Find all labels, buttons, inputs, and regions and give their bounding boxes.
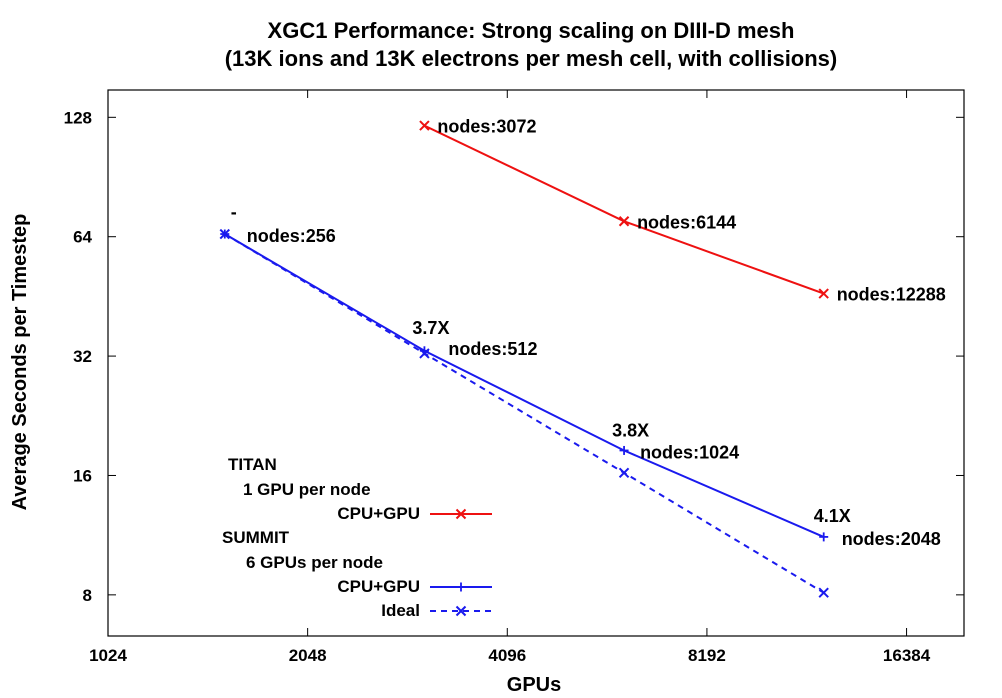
legend-entry-label-summit: CPU+GPU [337,577,420,596]
x-tick-label-16384: 16384 [883,646,931,665]
point-titan-cpu-gpu-2-stroke-b [818,288,829,299]
legend-entry-label-ideal: Ideal [381,601,420,620]
legend-group-subtitle-titan: 1 GPU per node [243,480,371,499]
label-titan-0: nodes:3072 [437,117,536,137]
point-ideal-0 [219,228,230,240]
x-tick-label-4096: 4096 [488,646,526,665]
point-ideal-2 [618,467,630,479]
legend-marker-ideal-stroke-b [455,605,467,617]
point-titan-cpu-gpu-1-stroke-b [618,216,630,227]
legend-key-titan-cpu-gpu [430,508,492,520]
y-tick-label-8: 8 [83,586,92,605]
point-labels: nodes:3072 nodes:6144 nodes:12288 nodes:256… [231,117,946,549]
series-line-summit-cpu-gpu [224,233,825,538]
x-tick-label-1024: 1024 [89,646,127,665]
y-axis: 8 16 32 64 128 [64,108,964,605]
y-tick-label-16: 16 [73,466,92,485]
plot-frame [107,89,965,637]
point-titan-cpu-gpu-0 [419,120,430,131]
label-titan-1: nodes:6144 [637,212,736,232]
legend-marker-ideal [455,605,467,617]
point-summit-cpu-gpu-3 [819,532,829,542]
label-summit-nodes-3: nodes:2048 [842,529,941,549]
label-summit-nodes-1: nodes:512 [448,339,537,359]
point-titan-cpu-gpu-0-stroke-b [419,120,430,131]
series-line-titan-cpu-gpu [423,124,825,295]
point-ideal-2-stroke-b [618,467,630,479]
chart-title: XGC1 Performance: Strong scaling on DIII… [268,18,795,43]
y-axis-title: Average Seconds per Timestep [9,214,31,511]
series-line-ideal [224,233,825,594]
label-summit-speedup-0: - [231,202,237,222]
x-axis-title: GPUs [507,674,561,696]
y-tick-label-128: 128 [64,108,92,127]
legend-group-subtitle-summit: 6 GPUs per node [246,553,383,572]
label-summit-speedup-3: 4.1X [814,506,851,526]
point-summit-cpu-gpu-2 [619,445,629,455]
point-ideal-3 [818,587,829,598]
legend-entry-label-titan: CPU+GPU [337,504,420,523]
point-ideal-3-stroke-b [818,587,829,598]
point-ideal-0-stroke-b [219,228,230,240]
x-axis: 1024 2048 4096 8192 16384 [89,90,931,665]
legend-key-summit-cpu-gpu [430,582,492,592]
legend-marker-summit-cpu-gpu [456,582,466,592]
x-tick-label-2048: 2048 [289,646,327,665]
chart-subtitle: (13K ions and 13K electrons per mesh cel… [225,46,838,71]
legend: TITAN 1 GPU per node CPU+GPU SUMMIT 6 GP… [222,455,492,620]
label-summit-speedup-1: 3.7X [412,318,449,338]
legend-group-title-titan: TITAN [228,455,277,474]
point-ideal-1-stroke-b [419,348,430,359]
legend-key-ideal [430,605,492,617]
series-layer [219,120,829,598]
x-tick-label-8192: 8192 [688,646,726,665]
y-tick-label-32: 32 [73,347,92,366]
legend-marker-titan-cpu-gpu-stroke-b [455,508,467,520]
point-titan-cpu-gpu-2 [818,288,829,299]
point-ideal-1 [419,348,430,359]
point-titan-cpu-gpu-1 [618,216,630,227]
y-tick-label-64: 64 [73,228,92,247]
label-titan-2: nodes:12288 [837,285,946,305]
legend-group-title-summit: SUMMIT [222,528,290,547]
label-summit-nodes-0: nodes:256 [247,226,336,246]
legend-marker-titan-cpu-gpu [455,508,467,520]
label-summit-nodes-2: nodes:1024 [640,442,739,462]
label-summit-speedup-2: 3.8X [612,420,649,440]
